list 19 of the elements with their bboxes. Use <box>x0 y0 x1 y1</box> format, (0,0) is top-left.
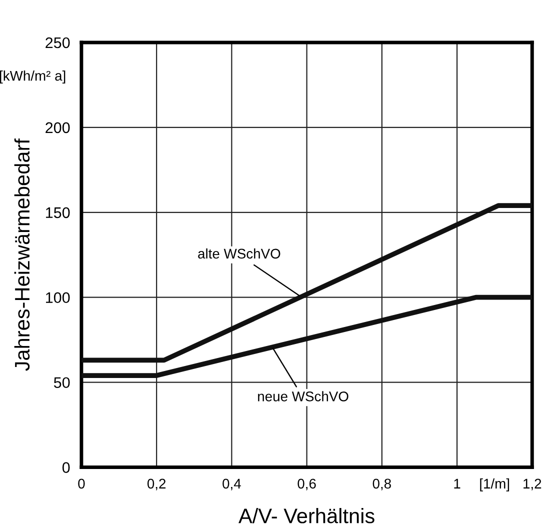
x-tick-label: 0,2 <box>147 478 166 490</box>
annotation: neue WSchVO <box>258 391 348 402</box>
y-tick-label: 150 <box>46 207 70 218</box>
y-tick-label: 250 <box>46 37 70 48</box>
x-tick-label: 0,8 <box>372 478 391 490</box>
x-tick-label: 0,4 <box>222 478 241 490</box>
x-tick-label: 1,2 <box>524 478 542 490</box>
x-axis-title: A/V- Verhältnis <box>238 508 374 524</box>
y-tick-label: 50 <box>54 377 70 388</box>
x-tick-label: 0 <box>78 478 85 489</box>
y-tick-label: 200 <box>46 122 70 134</box>
y-axis-title: Jahres-Heizwärmebedarf <box>14 138 30 371</box>
y-tick-label: 100 <box>46 292 70 304</box>
x-tick-label: 1 <box>454 478 460 488</box>
y-tick-label: 0 <box>62 462 70 473</box>
x-tick-label: [1/m] <box>480 478 510 492</box>
x-tick-label: 0,6 <box>298 478 316 490</box>
annotation: alte WSchVO <box>198 248 280 259</box>
text: [kWh/m² a] <box>0 70 66 84</box>
